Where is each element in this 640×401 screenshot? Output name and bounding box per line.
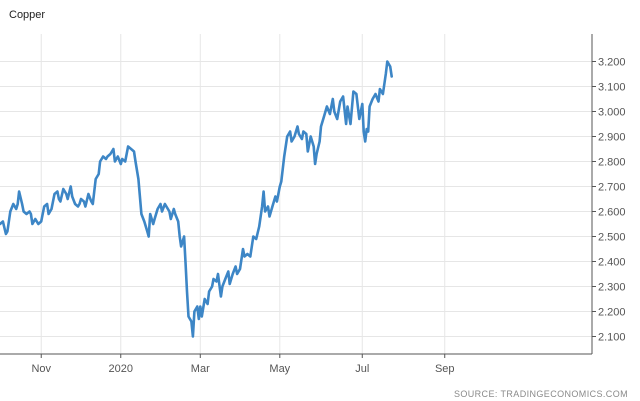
y-tick-label: 2.800 bbox=[598, 157, 626, 169]
series-layer bbox=[0, 60, 393, 338]
x-tick-label: Jul bbox=[355, 363, 369, 375]
grid bbox=[0, 34, 592, 354]
x-tick-label: Sep bbox=[435, 363, 455, 375]
y-tick-label: 2.300 bbox=[598, 282, 626, 294]
series-line bbox=[0, 60, 393, 338]
x-tick-label: Nov bbox=[31, 363, 51, 375]
axis-ticks: 2.100 2.200 2.300 2.400 2.500 2.600 2.700 2.800… bbox=[31, 57, 625, 376]
y-tick-label: 2.500 bbox=[598, 232, 626, 244]
y-tick-label: 2.700 bbox=[598, 182, 626, 194]
y-tick-label: 2.600 bbox=[598, 207, 626, 219]
y-tick-label: 2.200 bbox=[598, 307, 626, 319]
x-tick-label: May bbox=[269, 363, 290, 375]
x-tick-label: Mar bbox=[191, 363, 210, 375]
x-tick-label: 2020 bbox=[109, 363, 133, 375]
source-credit: SOURCE: TRADINGECONOMICS.COM bbox=[453, 389, 628, 399]
y-tick-label: 2.400 bbox=[598, 257, 626, 269]
y-tick-label: 3.100 bbox=[598, 82, 626, 94]
y-tick-label: 2.900 bbox=[598, 132, 626, 144]
y-tick-label: 3.200 bbox=[598, 57, 626, 69]
y-tick-label: 2.100 bbox=[598, 332, 626, 344]
chart-title: Copper bbox=[9, 9, 46, 21]
y-tick-label: 3.000 bbox=[598, 107, 626, 119]
